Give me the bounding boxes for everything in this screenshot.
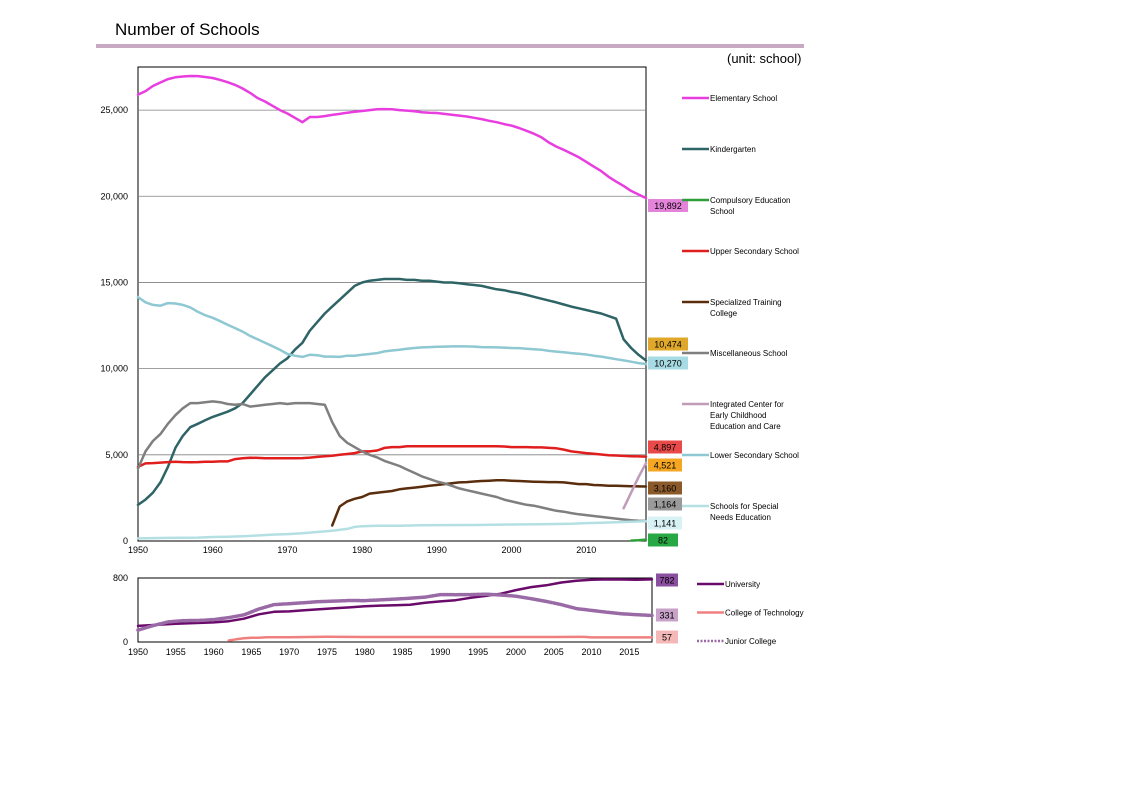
higher-ed-x-tick-label: 1990 bbox=[430, 647, 450, 657]
legend-label-miscellaneous-school: Miscellaneous School bbox=[710, 349, 788, 358]
data-label-bg-lower-secondary-school bbox=[648, 356, 688, 370]
legend-label-schools-for-special-needs-education: Needs Education bbox=[710, 513, 771, 522]
data-label-compulsory-education-school: 82 bbox=[658, 535, 668, 545]
main-x-tick-label: 2000 bbox=[502, 545, 522, 555]
series-line-lower-secondary-school bbox=[136, 295, 648, 366]
series-line-compulsory-education-school bbox=[629, 538, 648, 542]
series-line-specialized-training-college bbox=[330, 479, 648, 527]
data-label-college-of-technology: 57 bbox=[662, 632, 672, 642]
legend-label-compulsory-education-school: School bbox=[710, 207, 735, 216]
data-label-schools-for-special-needs-education: 1,141 bbox=[654, 518, 677, 528]
main-x-tick-label: 1960 bbox=[203, 545, 223, 555]
higher-ed-x-tick-label: 1960 bbox=[204, 647, 224, 657]
main-y-tick-label: 0 bbox=[123, 536, 128, 546]
legend-label-lower-secondary-school: Lower Secondary School bbox=[710, 451, 799, 460]
data-label-bg-integrated-center-for-early-childhood-education-and-care bbox=[648, 458, 682, 472]
higher-ed-x-tick-label: 1965 bbox=[241, 647, 261, 657]
page-title: Number of Schools bbox=[115, 20, 260, 39]
legend-label-compulsory-education-school: Compulsory Education bbox=[710, 196, 790, 205]
legend-label-junior-college: Junior College bbox=[725, 637, 777, 646]
unit-label: (unit: school) bbox=[727, 51, 802, 66]
series-line-college-of-technology bbox=[227, 635, 654, 642]
main-x-tick-label: 1980 bbox=[352, 545, 372, 555]
main-y-tick-label: 10,000 bbox=[100, 364, 128, 374]
data-label-bg-junior-college bbox=[656, 608, 678, 622]
series-line-integrated-center-for-early-childhood-education-and-care bbox=[622, 461, 648, 510]
higher-ed-plot-frame bbox=[137, 577, 653, 643]
higher-ed-x-tick-label: 2000 bbox=[506, 647, 526, 657]
higher-ed-x-tick-label: 1950 bbox=[128, 647, 148, 657]
legend-label-college-of-technology: College of Technology bbox=[725, 609, 804, 618]
series-line-kindergarten bbox=[136, 277, 648, 507]
data-label-elementary-school: 19,892 bbox=[654, 201, 682, 211]
data-label-bg-specialized-training-college bbox=[648, 481, 682, 495]
legend-label-integrated-center-for-early-childhood-education-and-care: Integrated Center for bbox=[710, 400, 784, 409]
data-label-lower-secondary-school: 10,270 bbox=[654, 358, 682, 368]
higher-ed-x-tick-label: 1970 bbox=[279, 647, 299, 657]
higher-ed-y-tick-label: 800 bbox=[113, 573, 128, 583]
main-y-tick-label: 20,000 bbox=[100, 191, 128, 201]
main-x-tick-label: 1970 bbox=[277, 545, 297, 555]
higher-ed-x-tick-label: 2010 bbox=[582, 647, 602, 657]
legend-label-elementary-school: Elementary School bbox=[710, 94, 777, 103]
series-line-university bbox=[136, 578, 654, 628]
legend-label-integrated-center-for-early-childhood-education-and-care: Early Childhood bbox=[710, 411, 766, 420]
higher-ed-x-tick-label: 1955 bbox=[166, 647, 186, 657]
higher-ed-x-tick-label: 1985 bbox=[393, 647, 413, 657]
series-line-miscellaneous-school bbox=[136, 400, 648, 523]
data-label-bg-elementary-school bbox=[648, 199, 688, 212]
series-line-junior-college bbox=[136, 592, 654, 632]
series-line-schools-for-special-needs-education bbox=[136, 520, 648, 540]
title-underline bbox=[96, 44, 804, 48]
main-x-tick-label: 2010 bbox=[576, 545, 596, 555]
main-y-tick-label: 15,000 bbox=[100, 277, 128, 287]
legend-label-specialized-training-college: College bbox=[710, 309, 738, 318]
data-label-bg-upper-secondary-school bbox=[648, 440, 682, 454]
data-label-junior-college: 331 bbox=[659, 610, 674, 620]
higher-ed-x-tick-label: 1995 bbox=[468, 647, 488, 657]
data-label-bg-college-of-technology bbox=[656, 630, 678, 644]
data-label-bg-university bbox=[656, 573, 678, 587]
higher-ed-y-tick-label: 0 bbox=[123, 637, 128, 647]
main-y-tick-label: 5,000 bbox=[105, 450, 128, 460]
data-label-miscellaneous-school: 1,164 bbox=[654, 499, 677, 509]
legend-label-schools-for-special-needs-education: Schools for Special bbox=[710, 502, 779, 511]
legend-label-university: University bbox=[725, 580, 760, 589]
series-line-elementary-school bbox=[136, 74, 648, 200]
data-label-kindergarten: 10,474 bbox=[654, 339, 682, 349]
legend-label-kindergarten: Kindergarten bbox=[710, 145, 756, 154]
series-line-upper-secondary-school bbox=[136, 444, 648, 469]
higher-ed-x-tick-label: 1975 bbox=[317, 647, 337, 657]
data-label-upper-secondary-school: 4,897 bbox=[654, 442, 677, 452]
main-x-tick-label: 1990 bbox=[427, 545, 447, 555]
legend-label-integrated-center-for-early-childhood-education-and-care: Education and Care bbox=[710, 422, 781, 431]
legend-label-specialized-training-college: Specialized Training bbox=[710, 298, 782, 307]
legend-label-upper-secondary-school: Upper Secondary School bbox=[710, 247, 799, 256]
data-label-university: 782 bbox=[659, 575, 674, 585]
main-y-tick-label: 25,000 bbox=[100, 105, 128, 115]
higher-ed-x-tick-label: 1980 bbox=[355, 647, 375, 657]
data-label-bg-compulsory-education-school bbox=[648, 533, 678, 547]
data-label-integrated-center-for-early-childhood-education-and-care: 4,521 bbox=[654, 460, 677, 470]
data-label-bg-miscellaneous-school bbox=[648, 497, 682, 511]
data-label-bg-schools-for-special-needs-education bbox=[648, 516, 682, 530]
main-plot-frame bbox=[137, 66, 647, 542]
data-label-specialized-training-college: 3,160 bbox=[654, 483, 677, 493]
higher-ed-x-tick-label: 2005 bbox=[544, 647, 564, 657]
higher-ed-x-tick-label: 2015 bbox=[619, 647, 639, 657]
main-x-tick-label: 1950 bbox=[128, 545, 148, 555]
data-label-bg-kindergarten bbox=[648, 337, 688, 351]
